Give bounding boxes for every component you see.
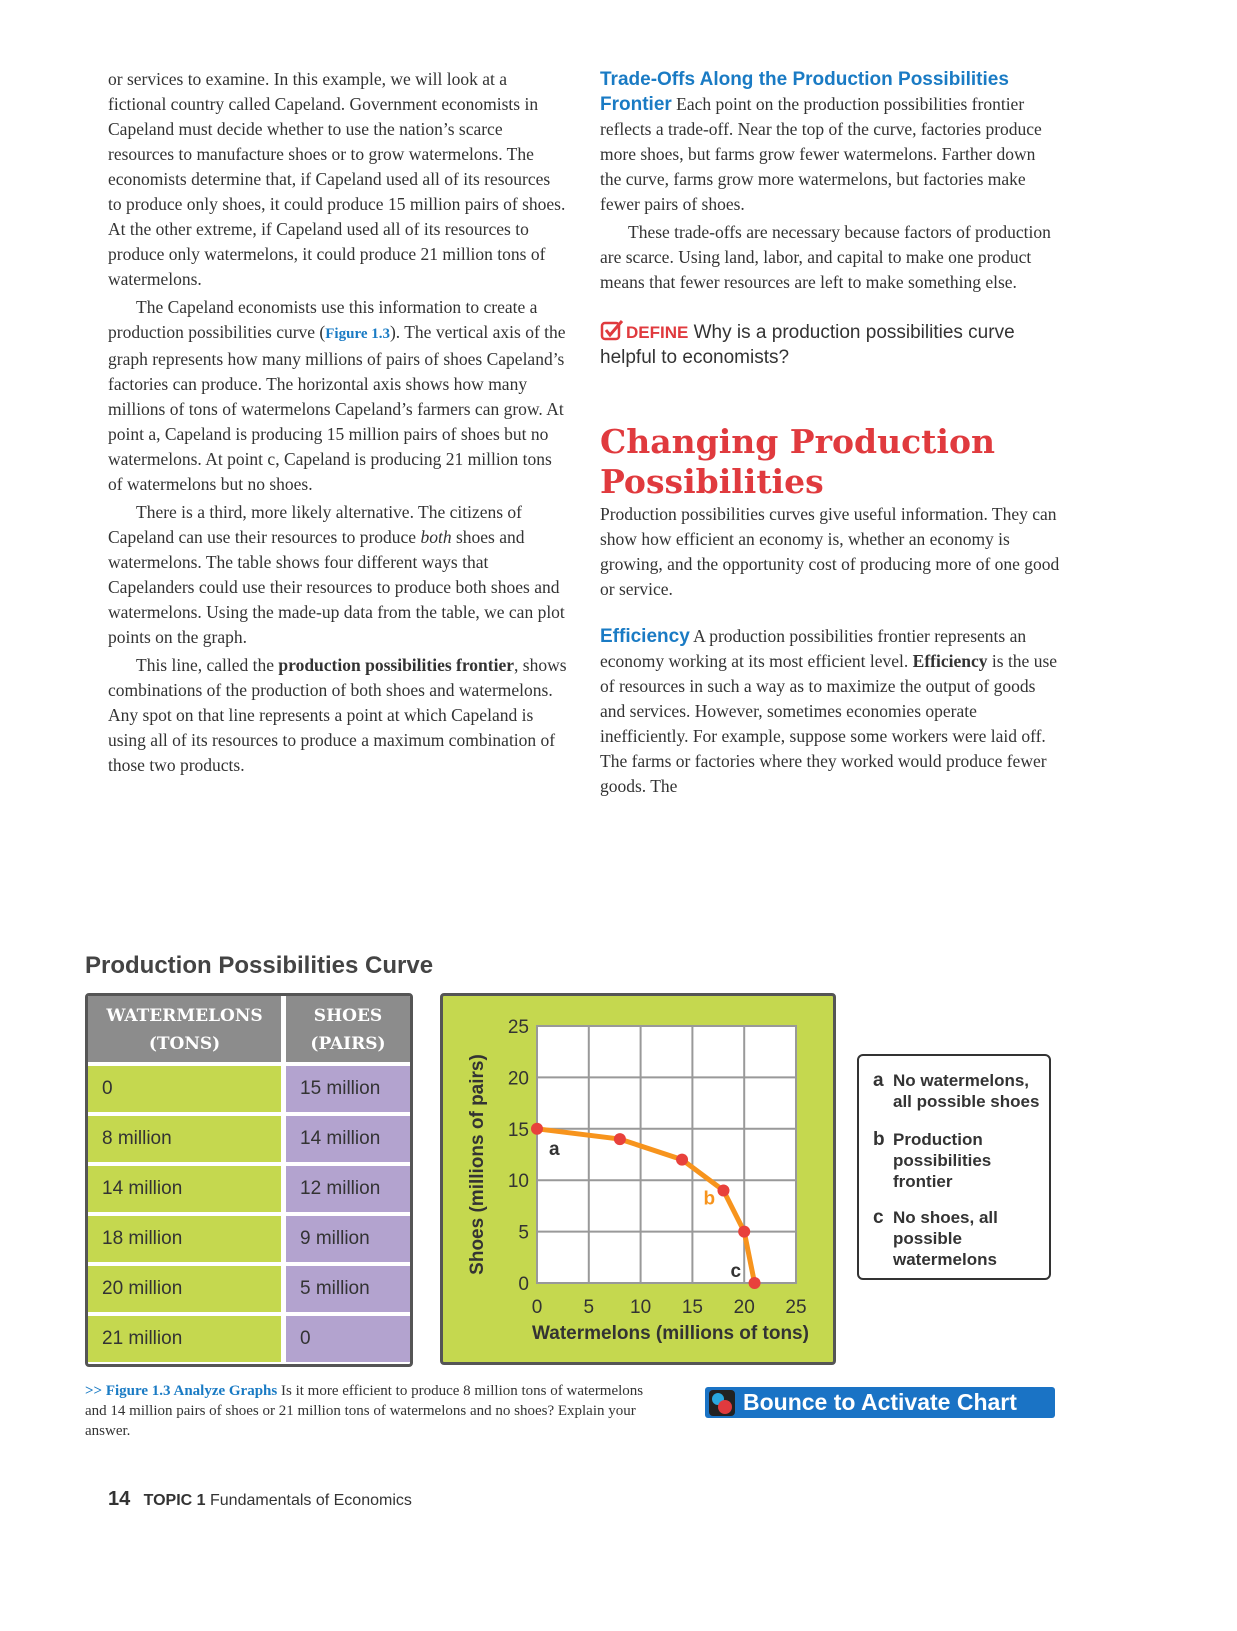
paragraph: Production possibilities curves give use… [600,504,1060,599]
x-tick-label: 5 [584,1297,595,1318]
data-point [738,1225,751,1238]
table-cell: 14 million [88,1166,281,1212]
x-tick-label: 20 [734,1297,755,1318]
table-cell: 20 million [88,1266,281,1312]
paragraph: or services to examine. In this example,… [108,67,568,292]
section-heading: Changing Production Possibilities [600,422,995,501]
chart-frame: 0 5 10 15 20 25 0 5 10 15 20 25 Watermelons (million… [440,993,836,1365]
y-tick-label: 5 [518,1223,529,1244]
caption: >> Figure 1.3 Analyze Graphs Is it more … [85,1381,655,1441]
legend-text: Production possibilities frontier [893,1130,992,1191]
point-label: a [549,1139,560,1160]
text: ). The vertical axis of the graph repres… [108,322,566,494]
paragraph: Efficiency A production possibilities fr… [600,624,1060,799]
paragraph: This line, called the production possibi… [108,653,568,778]
legend-letter: a [873,1070,884,1091]
y-tick-label: 20 [508,1068,529,1089]
y-tick-label: 0 [518,1274,529,1295]
paragraph: The Capeland economists use this informa… [108,295,568,497]
legend-item: b Production possibilities frontier [873,1129,1043,1192]
key-term: Efficiency [912,651,988,671]
text: There is a third, more likely alternativ… [108,502,522,547]
subheading: Efficiency [600,626,690,647]
chart: 0 5 10 15 20 25 0 5 10 15 20 25 Watermelons (million… [467,1017,809,1344]
legend-item: a No watermelons, all possible shoes [873,1070,1043,1112]
text: is the use of resources in such a way as… [600,651,1058,796]
text: The Capeland economists use this informa… [108,297,538,342]
legend-item: c No shoes, all possible watermelons [873,1207,1043,1270]
text: or services to examine. In this example,… [108,69,566,289]
text: This line, called the [136,655,279,675]
page-number: 14 [108,1488,131,1510]
x-tick-label: 0 [532,1297,543,1318]
text: shoes and watermelons. The table shows f… [108,527,565,647]
table-cell: 15 million [286,1066,410,1112]
text: A production possibilities frontier repr… [600,626,1027,671]
key-term: production possibilities frontier [278,655,515,675]
text: Each point on the production possibiliti… [600,94,1042,214]
table-header: WATERMELONS (TONS) [88,996,281,1062]
caption-label: >> Figure 1.3 Analyze Graphs [85,1383,278,1399]
footer: 14 TOPIC 1 Fundamentals of Economics [108,1488,412,1511]
figure-title: Production Possibilities Curve [85,952,434,979]
data-point [531,1122,543,1135]
x-tick-label: 15 [682,1297,703,1318]
italic-text: both [420,527,452,547]
x-axis-label: Watermelons (millions of tons) [532,1323,809,1344]
table-cell: 9 million [286,1216,410,1262]
table-header: SHOES (PAIRS) [286,996,410,1062]
table-cell: 21 million [88,1316,281,1362]
figure-link[interactable]: Figure 1.3 [325,326,390,342]
bounce-icon [709,1390,735,1416]
topic-title: Fundamentals of Economics [210,1492,412,1509]
left-column: or services to examine. In this example,… [108,67,568,781]
y-tick-label: 25 [508,1017,529,1038]
data-point [676,1153,689,1166]
topic: TOPIC 1 [143,1492,206,1509]
table-cell: 5 million [286,1266,410,1312]
text: , shows combinations of the production o… [108,655,567,775]
legend-letter: c [873,1207,884,1228]
legend-letter: b [873,1129,885,1150]
table-cell: 12 million [286,1166,410,1212]
point-label: c [731,1261,742,1282]
paragraph: These trade-offs are necessary because f… [600,222,1051,292]
define-label: DEFINE [626,323,689,342]
data-table: WATERMELONS (TONS) SHOES (PAIRS) 0 15 milli… [85,993,413,1367]
define-question: DEFINE Why is a production possibilities… [600,319,1060,370]
subheading: Trade-Offs Along the Production Possibil… [600,69,1009,115]
table-cell: 18 million [88,1216,281,1262]
text: Is it more efficient to produce 8 millio… [85,1383,644,1439]
table-cell: 0 [88,1066,281,1112]
right-column: Trade-Offs Along the Production Possibil… [600,67,1060,802]
y-tick-label: 15 [508,1120,529,1141]
data-point [613,1133,626,1146]
y-tick-label: 10 [508,1171,529,1192]
series-line [536,1126,758,1284]
button-label[interactable]: Bounce to Activate Chart [743,1389,1017,1415]
data-point [717,1184,730,1197]
data-point [748,1277,761,1289]
x-tick-label: 25 [785,1297,806,1318]
point-label: b [703,1188,715,1209]
legend-text: No watermelons, all possible shoes [893,1071,1040,1111]
legend-text: No shoes, all possible watermelons [893,1208,998,1269]
y-axis-label: Shoes (millions of pairs) [467,1054,488,1275]
legend: a No watermelons, all possible shoes b Prod… [857,1054,1051,1280]
table-cell: 0 [286,1316,410,1362]
bounce-button[interactable]: Bounce to Activate Chart [705,1387,1055,1418]
x-tick-label: 10 [630,1297,651,1318]
text: Why is a production possibilities curve … [600,322,1015,368]
check-icon [600,320,624,341]
table-cell: 8 million [88,1116,281,1162]
paragraph: Trade-Offs Along the Production Possibil… [600,67,1060,217]
table-cell: 14 million [286,1116,410,1162]
paragraph: There is a third, more likely alternativ… [108,500,568,650]
